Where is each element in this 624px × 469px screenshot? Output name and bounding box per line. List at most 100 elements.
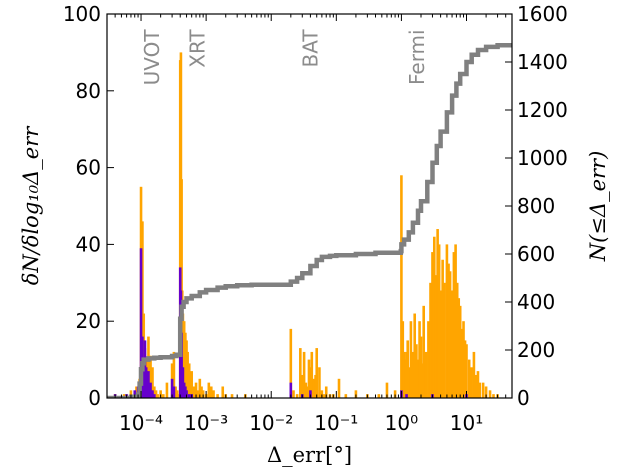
- orange-bar: [455, 282, 459, 398]
- orange-bar: [470, 367, 473, 398]
- orange-bar: [411, 351, 415, 398]
- orange-bar: [207, 382, 211, 398]
- instrument-label: XRT: [185, 29, 209, 68]
- y-left-tick-label: 0: [88, 386, 101, 410]
- orange-bar: [419, 336, 423, 398]
- orange-bar: [196, 390, 200, 398]
- cumulative-step-line: [107, 42, 512, 398]
- orange-bar: [401, 321, 405, 398]
- orange-bar: [230, 394, 234, 398]
- orange-bar: [177, 394, 181, 398]
- y-right-tick-label: 1200: [517, 98, 568, 122]
- orange-bar: [439, 290, 442, 398]
- orange-bar: [427, 321, 430, 398]
- orange-bar: [156, 394, 159, 398]
- orange-bar: [289, 328, 293, 398]
- orange-bar: [441, 259, 444, 398]
- orange-bar: [445, 244, 449, 398]
- y-right-tick-label: 200: [517, 338, 555, 362]
- orange-bar: [162, 394, 165, 398]
- orange-bar: [437, 244, 441, 398]
- x-tick-label: 10⁻²: [249, 411, 293, 435]
- orange-bar: [407, 367, 411, 398]
- purple-bar: [405, 394, 408, 398]
- y-right-label-text: N(≤Δ_err): [586, 151, 610, 263]
- x-tick-label: 10¹: [450, 411, 483, 435]
- orange-bar: [198, 378, 202, 398]
- orange-bar: [476, 371, 480, 398]
- instrument-label: BAT: [299, 29, 323, 68]
- orange-bar: [324, 386, 328, 398]
- y-right-tick-label: 0: [517, 386, 530, 410]
- y-right-tick-label: 1400: [517, 50, 568, 74]
- y-left-tick-label: 60: [76, 156, 101, 180]
- orange-bar: [418, 321, 421, 398]
- orange-bar: [194, 382, 198, 398]
- purple-bar: [147, 371, 150, 398]
- orange-bar: [175, 390, 179, 398]
- purple-bar: [289, 382, 293, 398]
- orange-bar: [200, 386, 203, 398]
- x-axis-label: Δ_err[°]: [267, 443, 352, 467]
- orange-bar: [309, 367, 312, 398]
- orange-bar: [201, 390, 205, 398]
- orange-bar: [421, 363, 424, 398]
- x-label-text: Δ_err[°]: [267, 443, 352, 467]
- orange-bar: [165, 382, 169, 398]
- orange-bar: [458, 305, 462, 398]
- orange-bar: [299, 348, 302, 398]
- y-axis-right-label: N(≤Δ_err): [586, 151, 610, 263]
- y-left-tick-label: 20: [76, 309, 101, 333]
- y-left-label-text: δN/δlog₁₀Δ_err: [19, 125, 43, 286]
- instrument-label: UVOT: [140, 29, 164, 86]
- purple-bar: [144, 367, 148, 398]
- orange-bar: [322, 394, 326, 398]
- orange-bar: [424, 351, 428, 398]
- orange-bar: [209, 386, 213, 398]
- orange-bar: [415, 344, 418, 398]
- orange-bar: [129, 390, 133, 398]
- x-tick-label: 10⁻⁴: [119, 411, 163, 435]
- y-left-tick-label: 40: [76, 232, 101, 256]
- orange-bar: [422, 305, 425, 398]
- orange-bar: [312, 378, 316, 398]
- orange-bar: [454, 244, 457, 398]
- orange-bar: [416, 359, 420, 398]
- orange-bar: [307, 359, 311, 398]
- orange-bar: [221, 386, 225, 398]
- orange-bar: [443, 282, 446, 398]
- orange-bar: [174, 386, 177, 398]
- orange-bar: [212, 390, 215, 398]
- orange-bar: [159, 390, 162, 398]
- purple-bar: [185, 390, 188, 398]
- purple-bar: [139, 248, 143, 398]
- orange-bar: [432, 236, 436, 398]
- orange-bar: [318, 367, 321, 398]
- orange-bar: [465, 344, 468, 398]
- purple-bar: [172, 386, 176, 398]
- orange-bar: [302, 351, 306, 398]
- orange-bar: [147, 336, 150, 398]
- y-left-tick-label: 80: [76, 79, 101, 103]
- orange-bar: [304, 382, 308, 398]
- orange-bar: [149, 355, 152, 398]
- purple-bar: [187, 394, 191, 398]
- y-right-tick-label: 1000: [517, 146, 568, 170]
- orange-bar: [488, 390, 492, 398]
- orange-bar: [186, 351, 189, 398]
- orange-bar: [492, 394, 495, 398]
- y-right-tick-label: 400: [517, 290, 555, 314]
- orange-bar: [472, 351, 476, 398]
- orange-bar: [190, 371, 193, 398]
- orange-bar: [484, 386, 488, 398]
- x-tick-label: 10⁰: [385, 411, 418, 435]
- orange-bar: [409, 321, 413, 398]
- orange-bar: [151, 367, 154, 398]
- orange-bar: [448, 271, 452, 398]
- purple-bar: [153, 394, 156, 398]
- x-tick-label: 10⁻³: [184, 411, 228, 435]
- y-right-tick-label: 600: [517, 242, 555, 266]
- orange-bar: [393, 390, 397, 398]
- orange-bar: [172, 351, 176, 398]
